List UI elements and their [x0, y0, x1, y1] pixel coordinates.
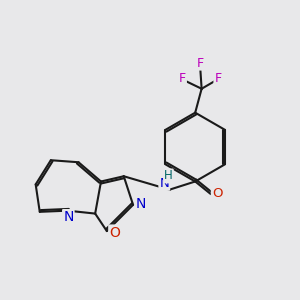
Text: O: O	[212, 187, 222, 200]
Text: F: F	[196, 57, 204, 70]
Text: H: H	[164, 169, 173, 182]
Text: F: F	[214, 72, 221, 85]
Text: O: O	[109, 226, 120, 239]
Text: F: F	[179, 72, 186, 85]
Text: N: N	[159, 177, 169, 190]
Text: N: N	[63, 210, 74, 224]
Text: N: N	[136, 197, 146, 211]
